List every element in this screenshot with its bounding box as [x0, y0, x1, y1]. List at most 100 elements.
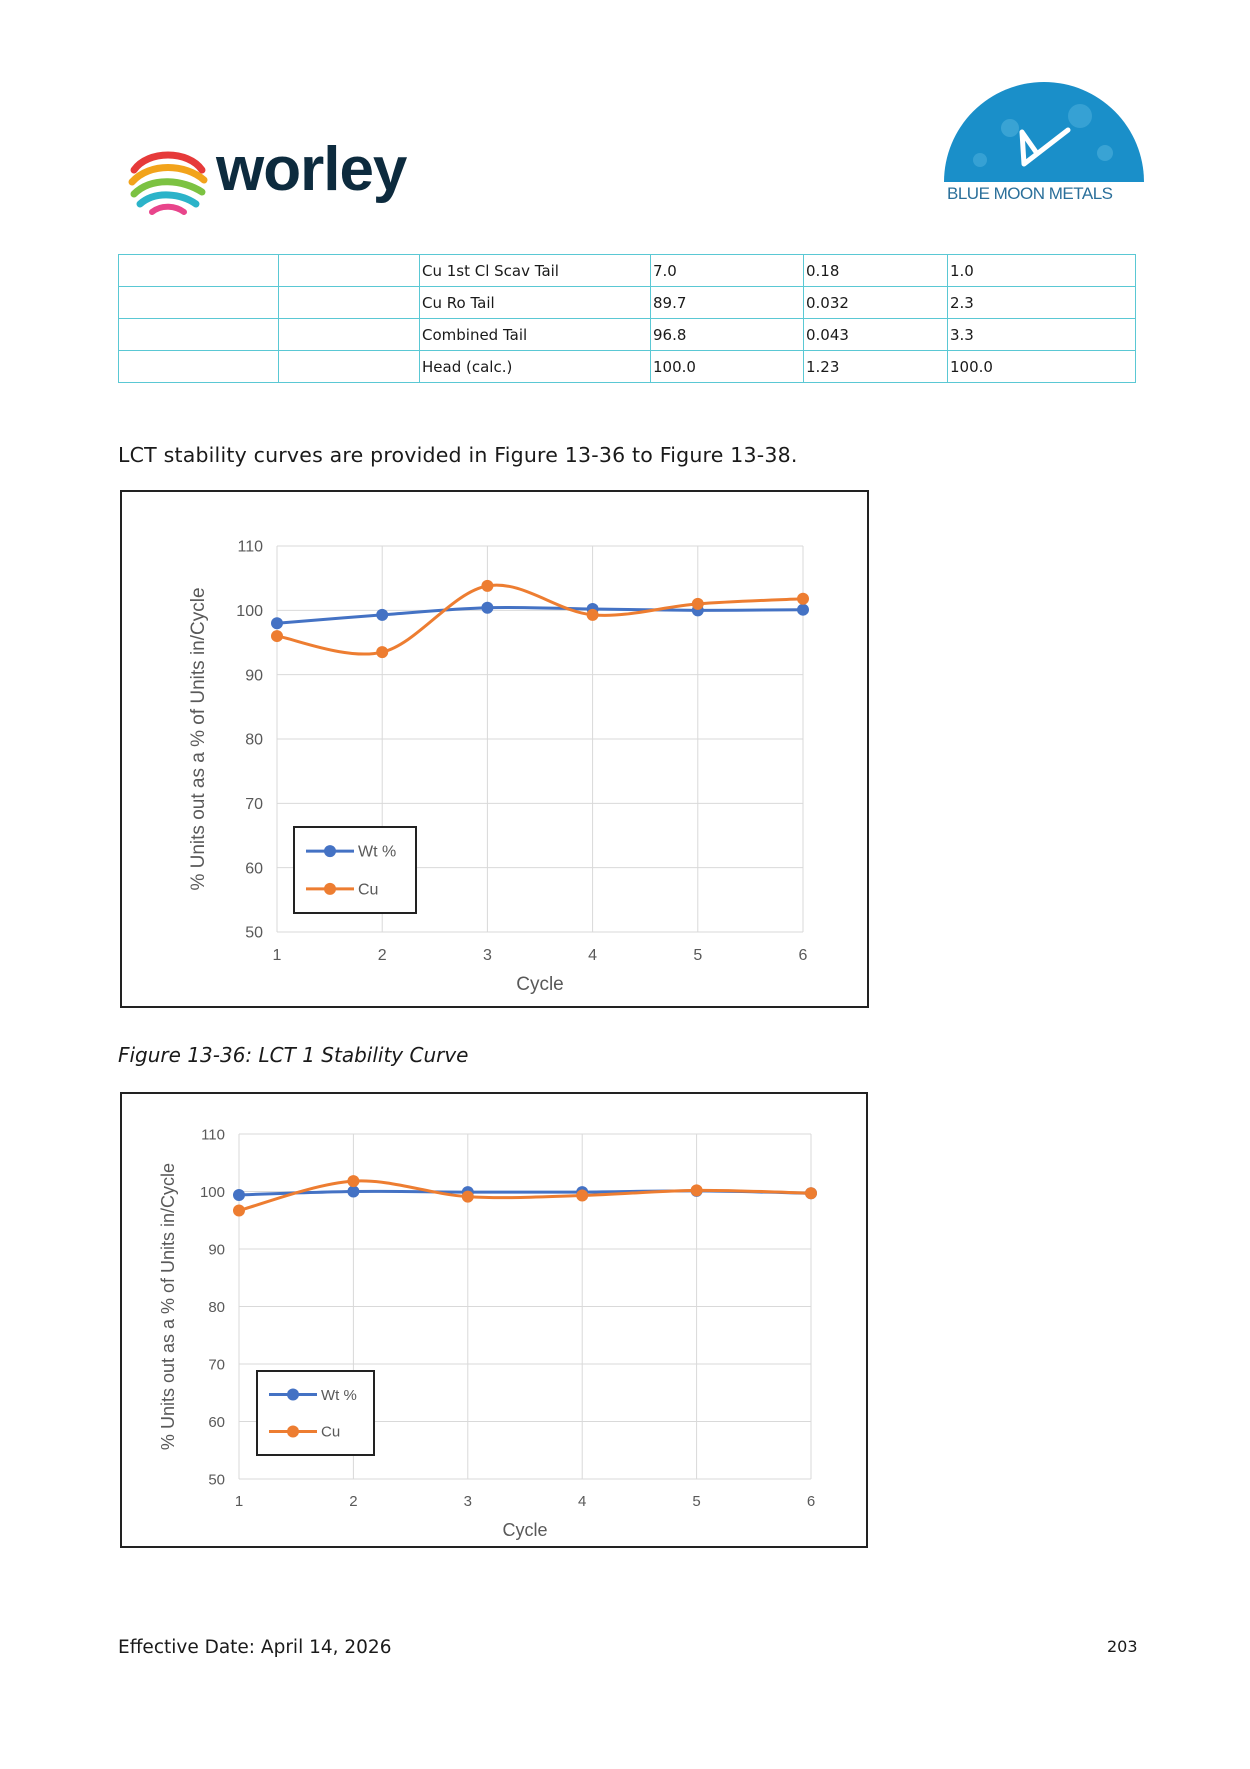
cu-point [805, 1187, 817, 1200]
cu-point [347, 1175, 360, 1188]
cu-point [376, 646, 389, 659]
y-tick-label: 50 [245, 925, 263, 942]
cu-series-line [276, 583, 804, 656]
y-tick-label: 110 [201, 1126, 225, 1143]
wt-percent-point [271, 617, 283, 630]
wt-percent-point [347, 1185, 360, 1198]
y-tick-label: 80 [208, 1299, 225, 1316]
legend-box [256, 1370, 375, 1456]
effective-date: Effective Date: April 14, 2026 [118, 1637, 392, 1658]
cu-point [271, 630, 283, 643]
x-tick-label: 6 [807, 1493, 815, 1510]
legend-swatch-marker [287, 1388, 299, 1401]
x-tick-label: 5 [693, 947, 702, 964]
table-cell: 0.18 [803, 254, 948, 287]
lct-1-stability-chart: 50 60 70 80 90 100 110 1 2 3 4 5 6 Cycle % Units out a… [120, 490, 869, 1008]
x-tick-label: 4 [578, 1493, 586, 1510]
x-tick-label: 2 [378, 947, 387, 964]
y-tick-label: 70 [208, 1356, 225, 1373]
cu-point [691, 597, 704, 610]
legend-entry-label: Cu [358, 882, 378, 899]
legend-swatch-marker [324, 845, 336, 858]
x-tick-label: 1 [235, 1493, 243, 1510]
x-axis-label: Cycle [516, 974, 564, 995]
results-table: Cu 1st Cl Scav Tail 7.0 0.18 1.0 Cu Ro Tail 8… [118, 254, 1136, 383]
worley-swirl-icon [128, 142, 208, 218]
table-cell: 0.043 [803, 318, 948, 351]
table-cell: Cu Ro Tail [419, 286, 651, 319]
blue-moon-metals-logo: BLUE MOON METALS [940, 78, 1148, 208]
y-tick-label: 60 [245, 860, 263, 877]
blue-moon-metals-logo-text: BLUE MOON METALS [947, 184, 1113, 203]
table-cell: 100.0 [947, 350, 1136, 383]
y-tick-label: 100 [236, 603, 263, 620]
wt-percent-series-line [276, 605, 804, 625]
table-cell: 96.8 [650, 318, 804, 351]
worley-logo: worley [128, 135, 468, 230]
x-tick-label: 5 [692, 1493, 700, 1510]
figure-caption: Figure 13-36: LCT 1 Stability Curve [118, 1043, 469, 1067]
cu-point [233, 1204, 245, 1217]
legend-swatch-marker [324, 882, 336, 895]
table-cell [118, 350, 279, 383]
table-row: Cu Ro Tail 89.7 0.032 2.3 [118, 286, 1136, 319]
wt-percent-point [233, 1188, 245, 1201]
cu-point [576, 1189, 589, 1202]
wt-percent-point [481, 601, 494, 614]
table-cell [278, 254, 420, 287]
table-cell: 0.032 [803, 286, 948, 319]
y-axis-label: % Units out as a % of Units in/Cycle [158, 1163, 178, 1450]
table-cell: 100.0 [650, 350, 804, 383]
legend-entry-label: Cu [321, 1424, 340, 1441]
y-tick-label: 100 [200, 1184, 225, 1201]
table-cell [278, 286, 420, 319]
table-cell [278, 350, 420, 383]
x-tick-label: 4 [588, 947, 597, 964]
chart-1-svg: 50 60 70 80 90 100 110 1 2 3 4 5 6 Cycle % Units out a… [188, 539, 809, 995]
table-cell [278, 318, 420, 351]
lct-2-stability-chart: 50 60 70 80 90 100 110 1 2 3 4 5 6 Cycle % Units out a… [120, 1092, 868, 1548]
y-tick-label: 60 [208, 1414, 225, 1431]
y-tick-label: 70 [245, 796, 263, 813]
cu-point [690, 1184, 703, 1197]
cu-point [481, 579, 494, 592]
table-cell: 7.0 [650, 254, 804, 287]
legend-entry-label: Wt % [358, 844, 396, 861]
table-cell: Cu 1st Cl Scav Tail [419, 254, 651, 287]
table-row: Combined Tail 96.8 0.043 3.3 [118, 318, 1136, 351]
x-tick-label: 1 [273, 947, 282, 964]
worley-logo-text: worley [216, 135, 407, 204]
table-cell [118, 318, 279, 351]
table-cell: 2.3 [947, 286, 1136, 319]
chart-2-svg: 50 60 70 80 90 100 110 1 2 3 4 5 6 Cycle % Units out a… [158, 1126, 817, 1540]
table-cell: Head (calc.) [419, 350, 651, 383]
y-tick-label: 50 [208, 1471, 225, 1488]
cu-series-line [238, 1179, 812, 1212]
table-cell: 1.23 [803, 350, 948, 383]
x-tick-label: 2 [349, 1493, 357, 1510]
table-cell [118, 286, 279, 319]
cu-point [797, 592, 809, 605]
moon-icon [944, 82, 1144, 182]
table-cell: Combined Tail [419, 318, 651, 351]
legend-swatch-marker [287, 1425, 299, 1438]
cu-point [586, 608, 599, 621]
cu-point [461, 1190, 474, 1203]
x-tick-label: 6 [799, 947, 808, 964]
legend-entry-label: Wt % [321, 1387, 357, 1404]
table-row: Cu 1st Cl Scav Tail 7.0 0.18 1.0 [118, 254, 1136, 287]
wt-percent-point [376, 608, 389, 621]
page-number: 203 [1107, 1637, 1138, 1656]
y-axis-label: % Units out as a % of Units in/Cycle [188, 587, 209, 890]
wt-percent-point [797, 603, 809, 616]
legend-box [293, 826, 417, 914]
table-cell: 89.7 [650, 286, 804, 319]
x-axis-label: Cycle [502, 1520, 547, 1540]
intro-paragraph: LCT stability curves are provided in Fig… [118, 443, 798, 467]
table-cell: 1.0 [947, 254, 1136, 287]
y-tick-label: 80 [245, 732, 263, 749]
y-tick-label: 90 [245, 667, 263, 684]
y-tick-label: 110 [237, 539, 263, 556]
y-tick-label: 90 [208, 1241, 225, 1258]
x-tick-label: 3 [483, 947, 492, 964]
